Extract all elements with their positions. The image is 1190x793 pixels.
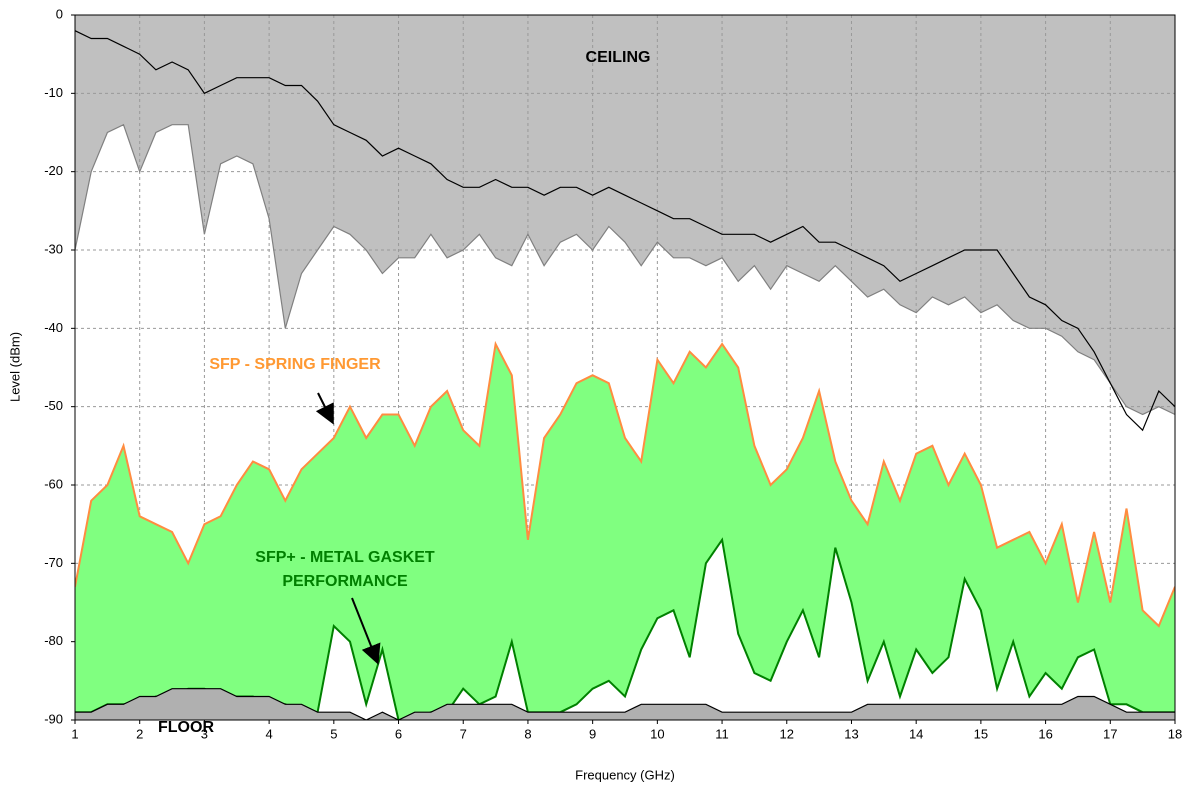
y-tick-label: -30 [44,241,63,256]
y-tick-label: -40 [44,320,63,335]
x-tick-label: 13 [844,726,858,741]
x-tick-label: 2 [136,726,143,741]
line [75,688,1175,720]
x-tick-label: 18 [1168,726,1182,741]
x-tick-label: 15 [974,726,988,741]
plot-frame [74,14,1176,721]
area [75,539,1175,720]
x-axis-label: Frequency (GHz) [575,767,675,782]
x-tick-label: 14 [909,726,923,741]
x-tick-label: 8 [524,726,531,741]
y-tick-label: -60 [44,476,63,491]
line [75,30,1175,432]
annotation: FLOOR [158,719,214,736]
arrow [351,597,381,665]
x-tick-label: 4 [266,726,273,741]
y-tick-label: -50 [44,398,63,413]
line [75,123,1175,416]
x-tick-label: 17 [1103,726,1117,741]
area [75,344,1175,720]
x-tick-label: 12 [780,726,794,741]
y-axis-label: Level (dBm) [7,332,22,402]
y-tick-label: -80 [44,633,63,648]
x-tick-label: 11 [715,726,729,741]
x-tick-label: 5 [330,726,337,741]
y-tick-label: -20 [44,163,63,178]
annotation: CEILING [586,49,651,66]
x-tick-label: 6 [395,726,402,741]
x-tick-label: 7 [460,726,467,741]
area [75,688,1175,720]
y-tick-label: -90 [44,711,63,726]
annotation: PERFORMANCE [282,573,408,590]
y-tick-label: 0 [56,6,63,21]
line [75,340,1175,628]
y-tick-label: -10 [44,85,63,100]
x-tick-label: 9 [589,726,596,741]
x-tick-label: 16 [1038,726,1052,741]
area [75,15,1175,415]
x-tick-label: 1 [71,726,78,741]
arrow [315,392,334,425]
annotation: SFP - SPRING FINGER [209,356,381,373]
y-tick-label: -70 [44,555,63,570]
annotation: SFP+ - METAL GASKET [255,549,435,566]
x-tick-label: 10 [650,726,664,741]
x-tick-label: 3 [201,726,208,741]
